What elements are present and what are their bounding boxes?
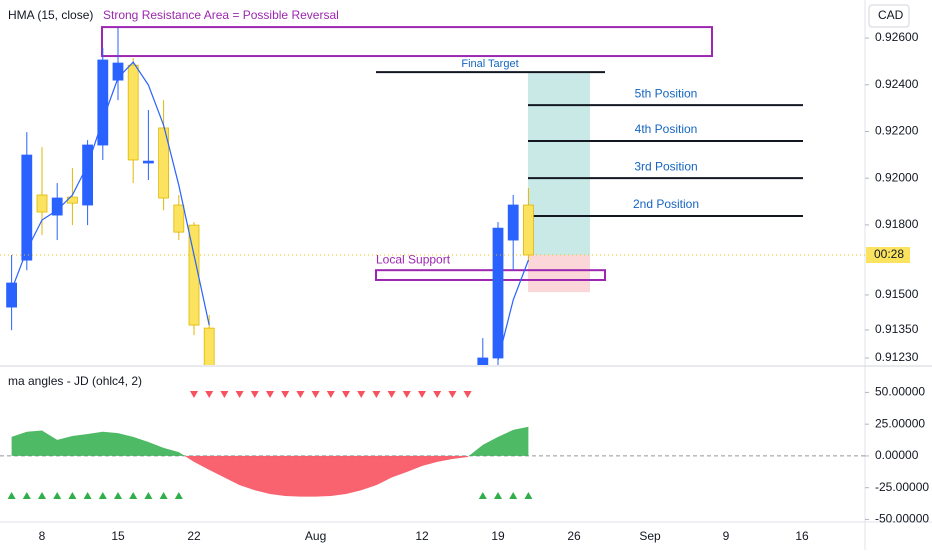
position-label: 5th Position (635, 86, 698, 100)
loss-zone (528, 255, 590, 293)
signal-marker (7, 492, 16, 499)
x-tick-label: Aug (305, 529, 326, 543)
support-box (375, 269, 606, 281)
candle-body (97, 59, 109, 146)
candle-body (203, 327, 215, 365)
signal-marker (402, 391, 411, 398)
signal-marker (524, 492, 533, 499)
candle-body (51, 197, 63, 216)
signal-marker (38, 492, 46, 499)
currency-box[interactable] (868, 4, 910, 28)
x-tick-label: 15 (111, 529, 125, 543)
signal-marker (144, 492, 153, 499)
negative-area (184, 456, 469, 497)
signal-marker (311, 391, 320, 398)
hma-line (11, 61, 529, 361)
signal-marker (266, 391, 274, 398)
signal-marker (83, 492, 92, 499)
candle-body (173, 204, 185, 233)
signal-marker (418, 391, 426, 398)
candle-body (507, 204, 519, 241)
x-tick-label: Sep (639, 529, 661, 543)
y-tick-label: -25.00000 (875, 480, 929, 494)
price-pane: Final Target 5th Position 4th Position 3rd … (0, 26, 865, 365)
x-tick-label: 16 (795, 529, 809, 543)
x-tick-label: 8 (39, 529, 46, 543)
indicator-pane (0, 391, 865, 499)
x-tick-label: 19 (491, 529, 505, 543)
currency[interactable]: CAD (878, 8, 904, 22)
target-label: Final Target (461, 58, 518, 70)
signal-marker (68, 492, 77, 499)
signal-marker (448, 391, 457, 398)
y-tick-label: 0.91800 (875, 217, 919, 231)
y-tick-label: 50.00000 (875, 385, 925, 399)
y-tick-label: 0.92200 (875, 124, 919, 138)
signal-marker (357, 391, 366, 398)
resistance-label: Strong Resistance Area = Possible Revers… (103, 8, 339, 22)
candle-body (523, 204, 534, 256)
x-tick-label: 9 (723, 529, 730, 543)
indicator-title: ma angles - JD (ohlc4, 2) (8, 374, 142, 388)
signal-marker (53, 492, 62, 499)
positive-area (11, 426, 529, 456)
signal-marker (494, 492, 502, 499)
y-tick-label: 0.91350 (875, 322, 919, 336)
y-tick-label: 0.91500 (875, 287, 919, 301)
signal-marker (235, 391, 244, 398)
x-tick-label: 12 (415, 529, 429, 543)
signal-marker (114, 492, 122, 499)
signal-marker (342, 391, 350, 398)
candle-body (188, 224, 200, 326)
y-tick-label: 0.00000 (875, 448, 919, 462)
candle-body (492, 227, 504, 359)
y-tick-label: 0.91230 (875, 350, 919, 364)
candle-body (21, 154, 33, 261)
axes: 8 15 22 Aug 12 19 26 Sep 9 16 0.92600 0.92400 0.9220… (39, 30, 930, 543)
signal-marker (250, 391, 259, 398)
profit-zone (528, 73, 590, 256)
position-label: 2nd Position (633, 197, 699, 211)
signal-marker (478, 492, 487, 499)
y-tick-label: 0.92000 (875, 170, 919, 184)
signal-marker (205, 391, 214, 398)
candle-body (142, 160, 154, 164)
candle-body (158, 127, 170, 199)
signal-marker (296, 391, 305, 398)
resistance-box (101, 26, 713, 58)
candle-body (477, 357, 489, 365)
candle-body (112, 62, 124, 81)
countdown-tag (866, 247, 910, 264)
y-tick-label: 0.92400 (875, 77, 919, 91)
signal-marker (433, 391, 442, 398)
x-tick-label: 22 (187, 529, 201, 543)
candle-body (36, 194, 48, 213)
countdown: 00:28 (874, 247, 904, 261)
signal-marker (463, 391, 472, 398)
y-tick-label: 0.92600 (875, 30, 919, 44)
candle-body (127, 64, 139, 161)
signal-marker (98, 492, 107, 499)
signal-marker (22, 492, 31, 499)
signal-marker (220, 391, 229, 398)
chart-title: HMA (15, close) (8, 8, 93, 22)
signal-marker (281, 391, 290, 398)
support-label: Local Support (376, 252, 451, 266)
y-tick-label: 25.00000 (875, 416, 925, 430)
signal-marker (509, 492, 518, 499)
position-label: 3rd Position (634, 159, 697, 173)
signal-marker (129, 492, 138, 499)
position-label: 4th Position (635, 122, 698, 136)
signal-marker (190, 391, 198, 398)
signal-marker (326, 391, 335, 398)
x-tick-label: 26 (567, 529, 581, 543)
signal-marker (372, 391, 381, 398)
candle-body (6, 282, 17, 308)
signal-marker (159, 492, 168, 499)
signal-marker (174, 492, 183, 499)
y-tick-label: -50.00000 (875, 512, 929, 526)
signal-marker (387, 391, 396, 398)
